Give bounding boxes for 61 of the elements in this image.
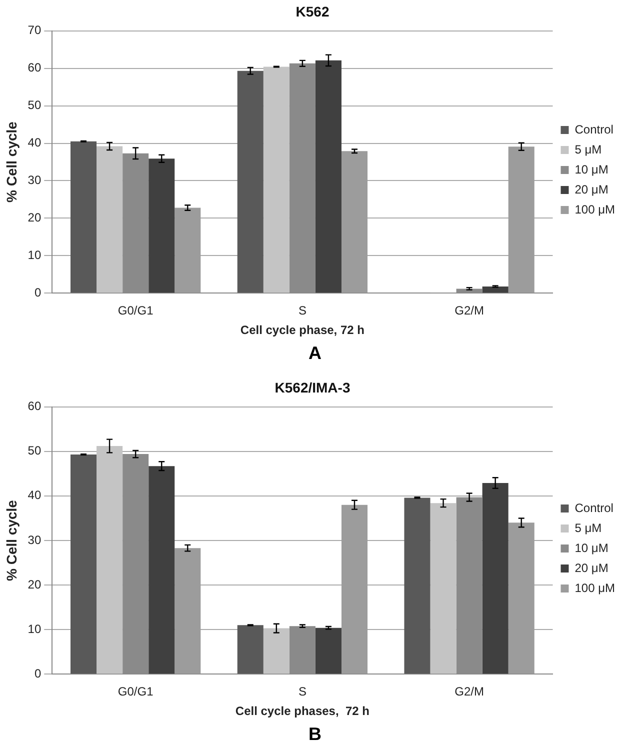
bar — [508, 146, 534, 293]
chart-title: K562 — [296, 3, 330, 20]
y-axis-title: % Cell cycle — [3, 121, 20, 202]
bar — [315, 60, 342, 293]
legend-label: Control — [574, 500, 614, 515]
y-axis-title: % Cell cycle — [3, 500, 20, 581]
bar — [70, 454, 97, 674]
y-tick-label: 30 — [28, 532, 42, 547]
bar — [237, 625, 264, 674]
y-tick-label: 70 — [28, 23, 42, 38]
x-tick-label: G0/G1 — [118, 304, 154, 318]
y-tick-label: 40 — [28, 136, 42, 150]
x-tick-label: S — [298, 304, 306, 318]
bar — [70, 141, 97, 293]
x-tick-label: G2/M — [454, 684, 484, 699]
bar — [482, 483, 508, 674]
x-tick-label: G0/G1 — [118, 684, 154, 699]
text: B — [308, 723, 322, 746]
y-tick-label: 0 — [34, 666, 42, 681]
bar — [341, 504, 368, 674]
y-tick-label: 50 — [28, 444, 42, 458]
bar — [341, 151, 368, 293]
x-axis-title: Cell cycle phase, 72 h — [240, 323, 364, 338]
legend-label: 100 μM — [574, 580, 616, 595]
bar — [174, 208, 201, 293]
legend-label: 10 μM — [574, 162, 608, 176]
y-tick-label: 20 — [28, 210, 42, 225]
bar — [508, 522, 534, 674]
y-tick-label: 20 — [28, 577, 42, 592]
bar — [430, 503, 456, 674]
bar — [148, 158, 175, 293]
y-tick-label: 0 — [34, 286, 42, 300]
bar — [263, 628, 290, 674]
bar — [96, 446, 123, 674]
y-tick-label: 10 — [28, 248, 42, 262]
chart-title: K562/IMA-3 — [274, 379, 350, 396]
legend-label: 5 μM — [574, 142, 602, 156]
y-tick-label: 30 — [28, 173, 42, 188]
legend-label: 20 μM — [574, 182, 608, 196]
y-tick-label: 50 — [28, 98, 42, 112]
bar — [404, 498, 430, 674]
x-axis-title: Cell cycle phases, 72 h — [235, 704, 370, 718]
text: A — [308, 342, 322, 365]
x-tick-label: G2/M — [454, 304, 484, 318]
y-tick-label: 10 — [28, 622, 42, 636]
legend-label: 100 μM — [574, 202, 616, 216]
x-tick-label: S — [298, 684, 306, 699]
y-tick-label: 40 — [28, 488, 42, 502]
legend-label: Control — [574, 122, 614, 136]
bar — [174, 548, 201, 674]
y-tick-label: 60 — [28, 60, 42, 75]
legend-label: 5 μM — [574, 520, 602, 535]
bar — [315, 628, 342, 674]
bar — [96, 146, 123, 293]
bar — [263, 66, 290, 293]
legend-label: 10 μM — [574, 540, 608, 555]
bar — [148, 466, 175, 674]
y-tick-label: 60 — [28, 399, 42, 414]
bar — [482, 286, 508, 293]
bar — [237, 70, 264, 293]
legend-label: 20 μM — [574, 560, 608, 575]
